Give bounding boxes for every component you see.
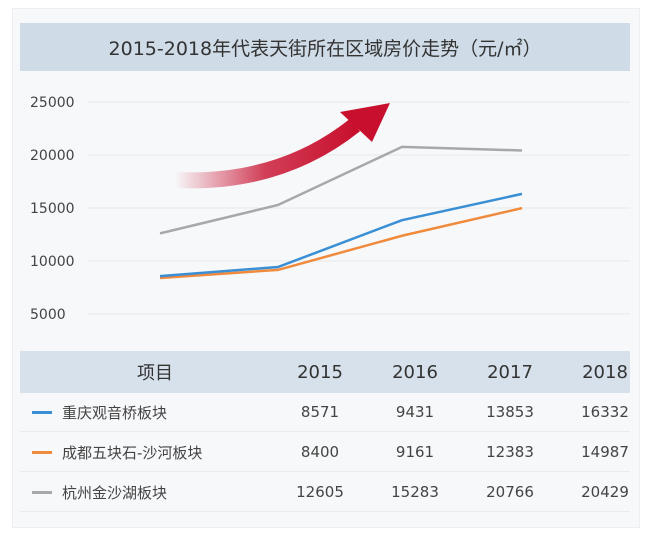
data-label: 15283 xyxy=(391,483,439,501)
x-category-label: 2017 xyxy=(487,361,533,383)
table-row: 成都五块石-沙河板块 8400 9161 12383 14987 xyxy=(20,433,630,472)
data-label: 8400 xyxy=(300,443,340,461)
data-label: 20766 xyxy=(486,483,534,501)
x-category-label: 2016 xyxy=(392,361,438,383)
legend-swatch xyxy=(32,490,52,494)
y-tick-label: 10000 xyxy=(30,254,75,270)
data-label: 9161 xyxy=(395,443,435,461)
trend-arrow-icon xyxy=(174,103,390,189)
data-label: 13853 xyxy=(486,403,534,421)
x-category-label: 2015 xyxy=(297,361,343,383)
table-header: 项目 2015 2016 2017 2018 xyxy=(20,351,630,393)
series-name: 成都五块石-沙河板块 xyxy=(62,443,203,462)
y-tick-label: 25000 xyxy=(30,95,75,111)
y-tick-label: 20000 xyxy=(30,148,75,164)
data-label: 12605 xyxy=(296,483,344,501)
chart-title: 2015-2018年代表天街所在区域房价走势（元/㎡） xyxy=(20,23,630,71)
data-label: 16332 xyxy=(581,403,629,421)
legend-swatch xyxy=(32,450,52,454)
x-category-label: 2018 xyxy=(582,361,628,383)
series-line xyxy=(159,206,523,280)
data-label: 14987 xyxy=(581,443,629,461)
chart-panel xyxy=(12,8,640,528)
data-label: 20429 xyxy=(581,483,629,501)
series-name: 杭州金沙湖板块 xyxy=(62,483,168,502)
data-label: 12383 xyxy=(486,443,534,461)
data-label: 9431 xyxy=(395,403,435,421)
line-chart: 5000 10000 15000 20000 25000 xyxy=(30,95,630,323)
series-line xyxy=(159,192,523,278)
series-name: 重庆观音桥板块 xyxy=(62,403,168,422)
y-tick-label: 5000 xyxy=(30,307,66,323)
series-line xyxy=(159,145,523,235)
table-row: 杭州金沙湖板块 12605 15283 20766 20429 xyxy=(20,473,630,512)
y-tick-label: 15000 xyxy=(30,201,75,217)
data-label: 8571 xyxy=(300,403,340,421)
header-label: 项目 xyxy=(137,363,173,384)
legend-swatch xyxy=(32,410,52,414)
table-row: 重庆观音桥板块 8571 9431 13853 16332 xyxy=(20,393,630,432)
